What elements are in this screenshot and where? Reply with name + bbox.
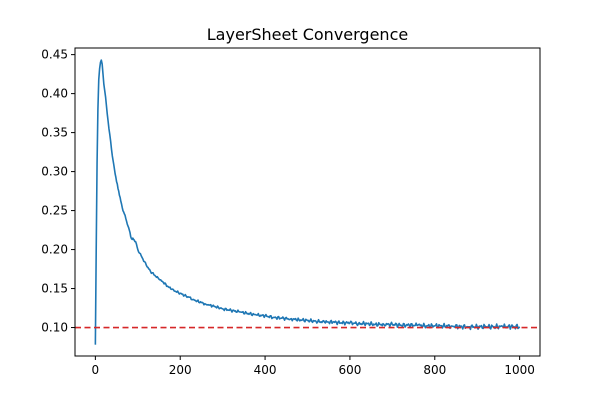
plot-background [75,48,540,356]
y-tick-label: 0.45 [41,48,68,62]
x-tick-label: 400 [254,363,277,377]
y-tick-label: 0.25 [41,204,68,218]
x-tick-label: 600 [338,363,361,377]
y-tick-label: 0.15 [41,282,68,296]
x-tick-label: 0 [92,363,100,377]
plot-frame [74,47,541,357]
y-tick-label: 0.30 [41,165,68,179]
convergence-line [94,59,521,345]
chart-title: LayerSheet Convergence [207,25,408,44]
y-tick-label: 0.20 [41,243,68,257]
y-axis: 0.10 0.15 0.20 0.25 0.30 0.35 0.40 0.45 [41,48,75,335]
series-layer [94,59,521,345]
x-axis: 0 200 400 600 800 1000 [92,356,535,377]
x-tick-label: 1000 [504,363,535,377]
y-tick-label: 0.40 [41,87,68,101]
y-tick-label: 0.10 [41,321,68,335]
x-tick-label: 800 [423,363,446,377]
x-tick-label: 200 [169,363,192,377]
y-tick-label: 0.35 [41,126,68,140]
